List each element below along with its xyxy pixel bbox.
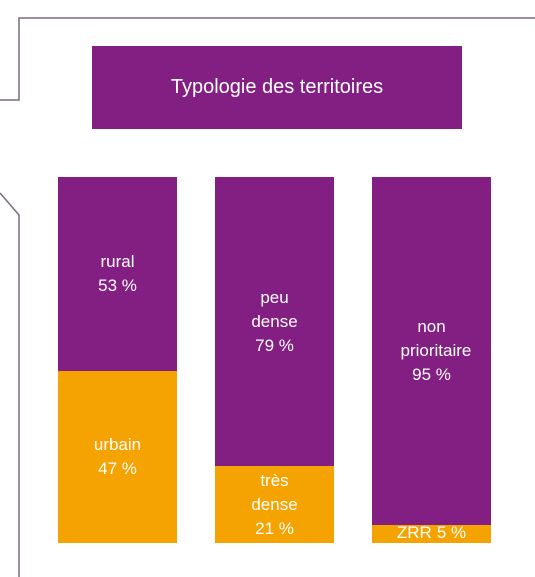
segment-name: ZRR <box>396 522 432 542</box>
bar-segment: peu dense 79 % <box>215 177 334 467</box>
segment-name: non prioritaire <box>400 316 472 360</box>
segment-value: 53 % <box>98 275 137 295</box>
segment-name: peu dense <box>251 287 298 331</box>
bar: peu dense 79 % très dense 21 % <box>215 177 334 543</box>
bar: non prioritaire 95 % ZRR 5 % <box>372 177 491 543</box>
segment-name: rural <box>100 251 135 271</box>
chart-title: Typologie des territoires <box>92 46 462 129</box>
bar-segment: non prioritaire 95 % <box>372 177 491 525</box>
frame-line <box>0 17 535 101</box>
segment-value: 21 % <box>255 518 294 538</box>
bar: rural 53 % urbain 47 % <box>58 177 177 543</box>
bar-segment: très dense 21 % <box>215 466 334 543</box>
segment-name: très dense <box>251 470 298 514</box>
segment-value: 47 % <box>98 458 137 478</box>
segment-value: 5 % <box>436 522 467 542</box>
segment-name: urbain <box>93 434 142 454</box>
segment-value: 79 % <box>255 335 294 355</box>
bar-segment: urbain 47 % <box>58 370 177 543</box>
bar-segment: ZRR 5 % <box>372 522 491 543</box>
segment-value: 95 % <box>412 364 451 384</box>
bar-segment: rural 53 % <box>58 177 177 371</box>
frame-line <box>0 192 20 577</box>
